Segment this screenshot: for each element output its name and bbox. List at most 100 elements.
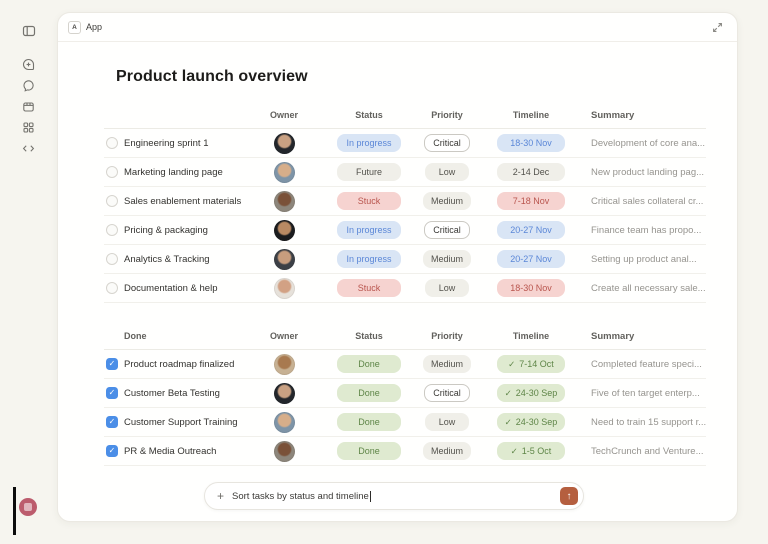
timeline-pill-label: 20-27 Nov — [510, 225, 552, 235]
avatar[interactable] — [273, 248, 295, 270]
status-pill[interactable]: Future — [337, 163, 401, 181]
code-icon[interactable] — [21, 141, 36, 156]
timeline-pill[interactable]: 18-30 Nov — [497, 134, 565, 152]
box-icon[interactable] — [21, 99, 36, 114]
checkbox-unchecked[interactable] — [106, 253, 118, 265]
status-pill[interactable]: In progress — [337, 221, 401, 239]
plus-icon[interactable]: + — [217, 489, 225, 503]
status-cell: Done — [324, 413, 414, 431]
timeline-pill[interactable]: ✓ 1-5 Oct — [497, 442, 565, 460]
timeline-pill[interactable]: 2-14 Dec — [497, 163, 565, 181]
checkbox-checked[interactable]: ✓ — [106, 416, 118, 428]
send-button[interactable]: ↑ — [560, 487, 578, 505]
checkbox-unchecked[interactable] — [106, 282, 118, 294]
checkbox-cell — [104, 195, 124, 207]
checkbox-unchecked[interactable] — [106, 137, 118, 149]
new-chat-icon[interactable] — [21, 57, 36, 72]
expand-icon[interactable] — [712, 22, 723, 33]
avatar[interactable] — [273, 219, 295, 241]
chat-bubble-icon[interactable] — [21, 78, 36, 93]
owner-cell — [244, 440, 324, 462]
checkbox-cell — [104, 253, 124, 265]
avatar[interactable] — [273, 277, 295, 299]
status-cell: In progress — [324, 250, 414, 268]
page-title: Product launch overview — [116, 68, 308, 85]
left-rail — [0, 0, 57, 544]
priority-cell: Critical — [414, 221, 480, 239]
task-summary: TechCrunch and Venture... — [591, 445, 704, 457]
timeline-pill[interactable]: 20-27 Nov — [497, 250, 565, 268]
status-pill-label: Stuck — [357, 283, 381, 293]
column-header-owner: Owner — [269, 331, 298, 341]
priority-pill[interactable]: Medium — [422, 442, 471, 460]
checkbox-unchecked[interactable] — [106, 224, 118, 236]
timeline-pill[interactable]: 18-30 Nov — [497, 279, 565, 297]
timeline-pill[interactable]: ✓ 24-30 Sep — [496, 384, 566, 402]
status-pill-label: Stuck — [357, 196, 381, 206]
checkbox-checked[interactable]: ✓ — [106, 358, 118, 370]
table-row: ✓ PR & Media Outreach Done Medium ✓ 1-5 Oct Te… — [104, 437, 706, 466]
owner-cell — [244, 190, 324, 212]
checkbox-cell: ✓ — [104, 445, 124, 457]
priority-pill[interactable]: Low — [425, 413, 469, 431]
timeline-pill[interactable]: 20-27 Nov — [497, 221, 565, 239]
priority-pill-label: Low — [438, 417, 456, 427]
task-summary: Setting up product anal... — [591, 253, 697, 265]
priority-pill[interactable]: Medium — [422, 192, 471, 210]
timeline-pill[interactable]: ✓ 24-30 Sep — [496, 413, 566, 431]
priority-pill[interactable]: Critical — [424, 221, 470, 239]
status-pill[interactable]: In progress — [337, 250, 401, 268]
status-cell: In progress — [324, 134, 414, 152]
avatar[interactable] — [273, 382, 295, 404]
prompt-input-value[interactable]: Sort tasks by status and timeline — [232, 490, 369, 502]
status-pill[interactable]: In progress — [337, 134, 401, 152]
task-summary: Completed feature speci... — [591, 358, 702, 370]
status-pill[interactable]: Done — [337, 413, 401, 431]
avatar[interactable] — [273, 161, 295, 183]
sidebar-toggle-icon[interactable] — [21, 23, 36, 38]
avatar[interactable] — [273, 411, 295, 433]
avatar[interactable] — [273, 190, 295, 212]
app-window: A App Product launch overview Owner Statu… — [57, 12, 738, 522]
timeline-cell: ✓ 1-5 Oct — [480, 442, 582, 460]
avatar[interactable] — [273, 440, 295, 462]
priority-pill-label: Medium — [430, 359, 463, 369]
apps-grid-icon[interactable] — [21, 120, 36, 135]
timeline-pill[interactable]: ✓ 7-14 Oct — [497, 355, 565, 373]
checkbox-checked[interactable]: ✓ — [106, 387, 118, 399]
status-pill[interactable]: Done — [337, 355, 401, 373]
priority-cell: Critical — [414, 134, 480, 152]
timeline-pill-label: 24-30 Sep — [515, 388, 558, 398]
priority-pill-label: Low — [438, 283, 456, 293]
app-logo-glyph — [24, 503, 32, 511]
priority-pill[interactable]: Medium — [422, 355, 471, 373]
avatar[interactable] — [273, 353, 295, 375]
checkbox-unchecked[interactable] — [106, 166, 118, 178]
status-pill-label: In progress — [346, 138, 392, 148]
checkbox-checked[interactable]: ✓ — [106, 445, 118, 457]
avatar[interactable] — [273, 132, 295, 154]
app-logo[interactable] — [19, 498, 37, 516]
priority-pill[interactable]: Low — [425, 279, 469, 297]
priority-pill-label: Critical — [433, 225, 461, 235]
priority-cell: Medium — [414, 192, 480, 210]
status-pill[interactable]: Stuck — [337, 192, 401, 210]
app-breadcrumb-label[interactable]: App — [86, 22, 103, 32]
checkbox-unchecked[interactable] — [106, 195, 118, 207]
owner-cell — [244, 353, 324, 375]
priority-pill[interactable]: Critical — [424, 384, 470, 402]
task-summary: Create all necessary sale... — [591, 282, 706, 294]
status-pill[interactable]: Done — [337, 384, 401, 402]
status-pill[interactable]: Done — [337, 442, 401, 460]
prompt-input-bar[interactable]: + Sort tasks by status and timeline ↑ — [204, 482, 584, 510]
checkbox-cell — [104, 137, 124, 149]
status-pill[interactable]: Stuck — [337, 279, 401, 297]
app-badge[interactable]: A — [68, 20, 81, 34]
priority-pill[interactable]: Medium — [422, 250, 471, 268]
priority-cell: Medium — [414, 355, 480, 373]
priority-pill[interactable]: Critical — [424, 134, 470, 152]
timeline-pill[interactable]: 7-18 Nov — [497, 192, 565, 210]
task-summary: Need to train 15 support r... — [591, 416, 706, 428]
priority-pill[interactable]: Low — [425, 163, 469, 181]
task-summary: Five of ten target enterp... — [591, 387, 700, 399]
